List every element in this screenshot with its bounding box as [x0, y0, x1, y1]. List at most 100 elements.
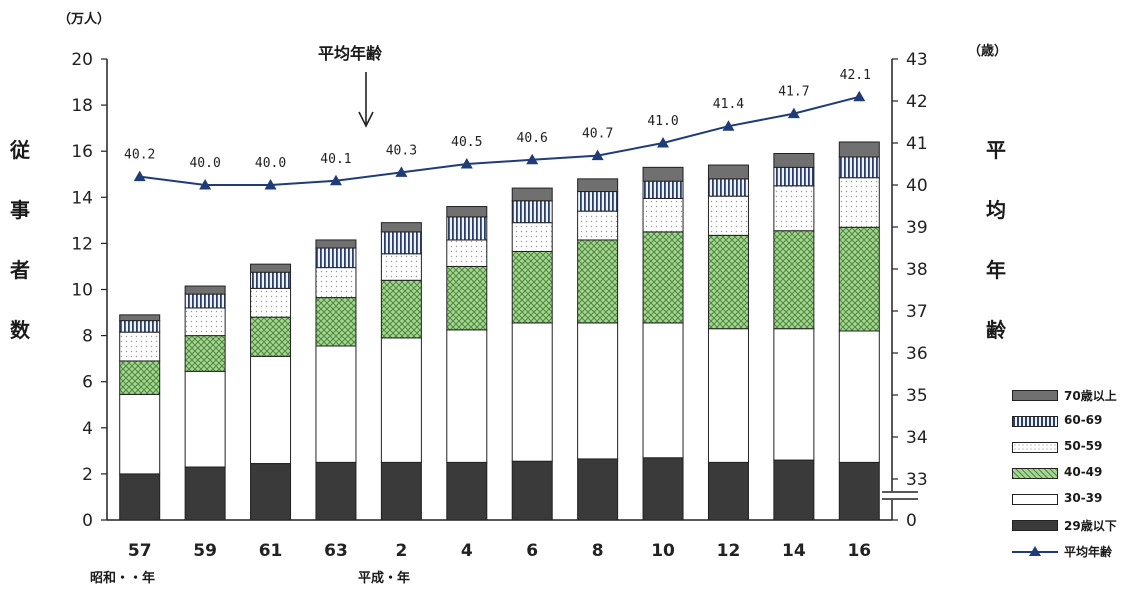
- legend-label: 30-39: [1064, 491, 1103, 505]
- bar-segment: [773, 230, 815, 330]
- callout-arrowhead: [358, 111, 374, 128]
- legend-item: 平均年齢: [1012, 540, 1136, 566]
- bar-segment: [315, 297, 357, 347]
- legend-label: 40-49: [1064, 465, 1103, 479]
- average-age-label: 40.5: [451, 135, 482, 150]
- bar-segment: [315, 461, 357, 521]
- legend-label: 29歳以下: [1064, 519, 1117, 533]
- bar-segment: [642, 180, 684, 199]
- bar-segment: [838, 141, 880, 158]
- right-tick-label: 0: [906, 511, 917, 531]
- average-age-point: [460, 158, 473, 169]
- average-age-label: 40.3: [386, 143, 417, 158]
- bar-segment: [773, 185, 815, 232]
- x-tick-label: 10: [651, 541, 675, 561]
- legend-swatch: [1012, 390, 1058, 401]
- legend-label: 60-69: [1064, 413, 1103, 427]
- average-age-point: [133, 170, 146, 182]
- bar-segment: [511, 222, 553, 252]
- right-axis-title: 平均年齢: [986, 138, 1006, 342]
- bar-segment: [773, 328, 815, 461]
- bar-segment: [511, 460, 553, 521]
- left-tick-label: 4: [82, 419, 93, 439]
- right-tick-label: 41: [906, 134, 928, 154]
- bar-segment: [380, 461, 422, 521]
- average-age-line: [133, 90, 866, 190]
- legend-item: 40-49: [1012, 462, 1136, 488]
- average-age-label: 40.0: [189, 156, 220, 171]
- average-age-point: [199, 179, 212, 190]
- bar-segment: [315, 247, 357, 269]
- bar-segment: [707, 328, 749, 463]
- axes: 0246810121416182003334353637383940414243…: [71, 50, 927, 561]
- left-tick-label: 14: [71, 188, 93, 208]
- era-label-showa: 昭和・・年: [90, 571, 156, 586]
- bar-segment: [577, 178, 619, 193]
- legend-item: 70歳以上: [1012, 384, 1136, 410]
- bar-segment: [642, 457, 684, 521]
- bar-segment: [315, 345, 357, 463]
- bar-segment: [577, 239, 619, 324]
- bar-segment: [577, 210, 619, 241]
- x-tick-label: 63: [324, 541, 348, 561]
- right-tick-label: 36: [906, 344, 928, 364]
- bar-segment: [642, 231, 684, 324]
- bar-segment: [184, 293, 226, 309]
- legend-line-swatch: [1012, 546, 1058, 556]
- average-age-point: [526, 153, 539, 165]
- average-age-label: 40.0: [255, 156, 286, 171]
- bar-segment: [773, 166, 815, 187]
- left-axis-unit: （万人）: [58, 12, 111, 27]
- bar-segment: [380, 337, 422, 463]
- bar-segment: [707, 461, 749, 521]
- average-age-point: [395, 166, 408, 177]
- bar-segment: [380, 279, 422, 339]
- legend-swatch: [1012, 494, 1058, 505]
- bar-segment: [119, 393, 161, 475]
- legend-swatch: [1012, 468, 1058, 479]
- x-tick-label: 2: [395, 541, 407, 561]
- average-age-label: 41.4: [713, 97, 744, 112]
- left-tick-label: 12: [71, 234, 93, 254]
- bar-segment: [446, 206, 488, 218]
- bar-segment: [184, 335, 226, 372]
- bar-segment: [250, 271, 292, 289]
- right-tick-label: 38: [906, 260, 928, 280]
- bar-segment: [707, 164, 749, 180]
- bar-segment: [642, 322, 684, 459]
- x-tick-label: 8: [592, 541, 604, 561]
- right-axis-unit: （歳）: [968, 44, 1008, 59]
- legend-swatch: [1012, 416, 1058, 427]
- legend-triangle: [1029, 546, 1041, 556]
- bar-segment: [446, 329, 488, 463]
- bar-segment: [119, 360, 161, 395]
- average-age-label: 41.7: [778, 85, 809, 100]
- legend-item: 30-39: [1012, 488, 1136, 514]
- average-age-point: [657, 137, 670, 148]
- bar-segment: [511, 187, 553, 202]
- left-tick-label: 8: [82, 327, 93, 347]
- bar-segment: [315, 267, 357, 299]
- bar-segment: [119, 473, 161, 521]
- bar-segment: [838, 177, 880, 228]
- bar-segment: [446, 461, 488, 521]
- average-age-series-line: [139, 95, 860, 186]
- left-tick-label: 10: [71, 281, 93, 301]
- average-age-label: 42.1: [840, 68, 871, 83]
- bar-segment: [838, 330, 880, 463]
- legend-label: 70歳以上: [1064, 389, 1117, 403]
- right-tick-label: 33: [906, 470, 928, 490]
- bar-segment: [250, 463, 292, 521]
- left-tick-label: 20: [71, 50, 93, 70]
- bar-segment: [838, 461, 880, 521]
- bar-segment: [380, 231, 422, 255]
- bar-segment: [446, 216, 488, 241]
- average-age-point: [591, 149, 604, 161]
- left-axis-title: 従事者数: [10, 138, 30, 342]
- left-tick-label: 2: [82, 465, 93, 485]
- bar-segment: [577, 322, 619, 460]
- legend-swatch: [1012, 442, 1058, 453]
- bar-segment: [838, 226, 880, 332]
- average-age-label: 40.7: [582, 127, 613, 142]
